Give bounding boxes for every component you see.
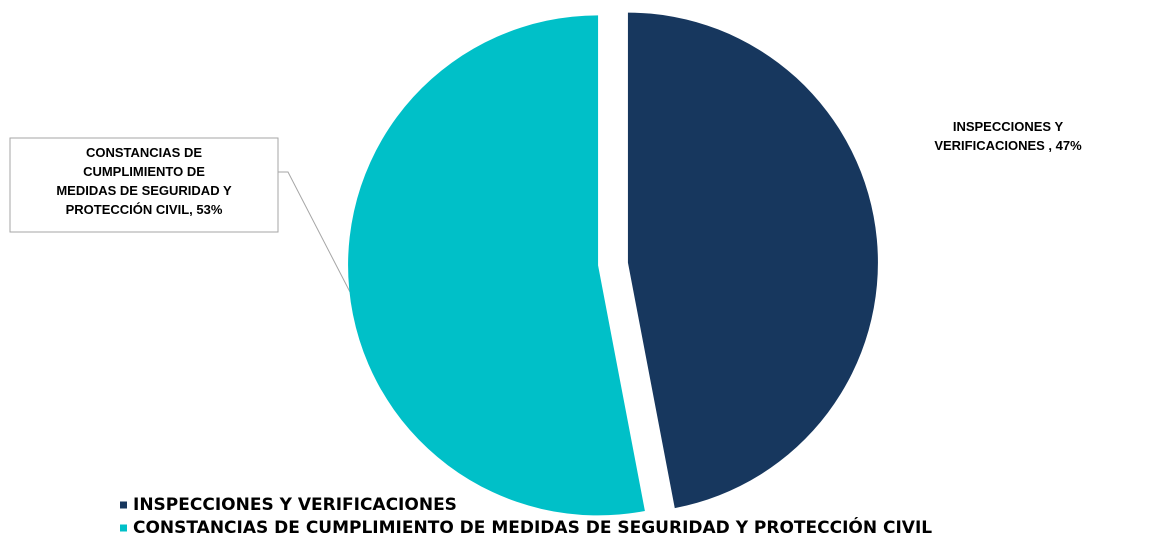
data-label-line: CUMPLIMIENTO DE: [83, 164, 205, 179]
data-label-line: CONSTANCIAS DE: [86, 145, 202, 160]
data-label-line: VERIFICACIONES , 47%: [934, 138, 1082, 153]
data-label-line: PROTECCIÓN CIVIL, 53%: [66, 202, 223, 217]
legend-label: CONSTANCIAS DE CUMPLIMIENTO DE MEDIDAS D…: [133, 516, 932, 538]
legend-swatch: [120, 501, 127, 509]
legend-label: INSPECCIONES Y VERIFICACIONES: [133, 495, 457, 515]
data-label: INSPECCIONES Y VERIFICACIONES , 47%: [934, 119, 1082, 153]
leader-line: [278, 171, 351, 293]
data-label: CONSTANCIAS DE CUMPLIMIENTO DE MEDIDAS DE …: [56, 145, 232, 217]
pie-slice: [627, 12, 878, 509]
legend-swatch: [120, 524, 127, 532]
data-label-line: INSPECCIONES Y: [953, 119, 1064, 134]
pie-slice: [348, 15, 645, 516]
data-label-line: MEDIDAS DE SEGURIDAD Y: [56, 183, 232, 198]
label-box: [9, 137, 279, 233]
